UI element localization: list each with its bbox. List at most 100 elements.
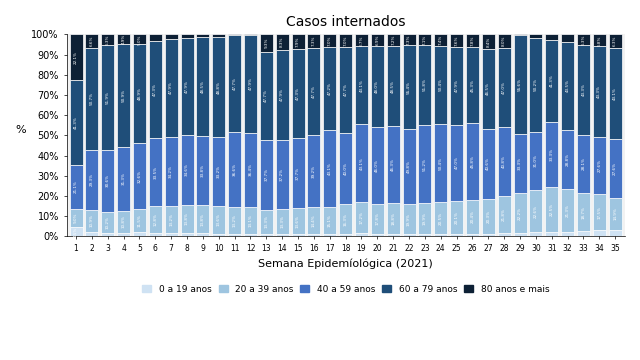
Bar: [307, 48, 321, 135]
Bar: [339, 34, 352, 47]
Bar: [403, 45, 415, 129]
Bar: [371, 34, 384, 46]
Bar: [371, 204, 384, 234]
Text: 18.7%: 18.7%: [582, 206, 586, 219]
Bar: [276, 140, 289, 209]
Bar: [260, 140, 273, 210]
Text: 50.4%: 50.4%: [439, 78, 443, 91]
Text: 33.5%: 33.5%: [154, 166, 157, 179]
Text: 32.6%: 32.6%: [138, 170, 141, 183]
Bar: [561, 130, 574, 189]
Bar: [101, 233, 115, 237]
Bar: [403, 34, 415, 45]
Bar: [609, 48, 621, 139]
Title: Casos internados: Casos internados: [286, 15, 406, 29]
Bar: [212, 206, 225, 234]
Text: 37.7%: 37.7%: [296, 167, 300, 180]
Bar: [513, 193, 527, 233]
Text: 7.4%: 7.4%: [439, 35, 443, 45]
Text: 47.2%: 47.2%: [328, 82, 332, 95]
Text: 9.3%: 9.3%: [264, 38, 268, 48]
Text: 48.9%: 48.9%: [138, 87, 141, 100]
X-axis label: Semana Epidemíológica (2021): Semana Epidemíológica (2021): [259, 258, 433, 269]
Bar: [561, 42, 574, 130]
Bar: [212, 234, 225, 237]
Bar: [149, 206, 162, 233]
Bar: [133, 233, 146, 237]
Text: 13.3%: 13.3%: [264, 215, 268, 228]
Text: 36.6%: 36.6%: [232, 163, 237, 176]
Bar: [403, 234, 415, 237]
Text: 17.5%: 17.5%: [597, 206, 602, 219]
Bar: [435, 234, 447, 237]
Bar: [498, 197, 511, 233]
Text: 48.8%: 48.8%: [217, 81, 221, 94]
Text: 46.0%: 46.0%: [375, 159, 380, 172]
Bar: [228, 35, 241, 132]
Text: 37.7%: 37.7%: [264, 168, 268, 181]
Bar: [450, 125, 463, 201]
Text: 13.8%: 13.8%: [185, 212, 189, 225]
Text: 7.2%: 7.2%: [391, 35, 395, 45]
Bar: [307, 207, 321, 234]
Bar: [292, 208, 305, 234]
Bar: [529, 233, 542, 237]
Bar: [339, 234, 352, 237]
Bar: [85, 34, 99, 48]
Bar: [482, 49, 495, 129]
Bar: [577, 231, 590, 237]
Text: 19.9%: 19.9%: [423, 212, 427, 225]
Bar: [545, 40, 558, 122]
Bar: [101, 45, 115, 150]
Text: 17.2%: 17.2%: [360, 211, 364, 224]
Bar: [577, 45, 590, 135]
Text: 49.8%: 49.8%: [407, 160, 411, 173]
Bar: [101, 150, 115, 212]
Text: 8.4%: 8.4%: [486, 36, 490, 47]
Text: 43.1%: 43.1%: [613, 87, 617, 100]
Bar: [196, 136, 209, 205]
Text: 22.6%: 22.6%: [534, 205, 538, 218]
Text: 47.7%: 47.7%: [312, 85, 316, 98]
Bar: [466, 34, 479, 48]
Bar: [577, 193, 590, 231]
Bar: [164, 206, 178, 233]
Bar: [196, 233, 209, 237]
Text: 20.3%: 20.3%: [486, 210, 490, 223]
Bar: [387, 234, 400, 237]
Text: 6.7%: 6.7%: [360, 35, 364, 46]
Bar: [323, 234, 336, 237]
Text: 22.5%: 22.5%: [550, 203, 554, 216]
Bar: [260, 34, 273, 51]
Bar: [101, 212, 115, 233]
Bar: [133, 209, 146, 233]
Bar: [609, 230, 621, 237]
Bar: [435, 46, 447, 124]
Text: 7.3%: 7.3%: [407, 35, 411, 45]
Text: 47.3%: 47.3%: [296, 87, 300, 100]
Bar: [244, 35, 257, 133]
Text: 40.6%: 40.6%: [486, 157, 490, 170]
Text: 50.9%: 50.9%: [122, 89, 125, 102]
Text: 41.3%: 41.3%: [550, 75, 554, 87]
Bar: [180, 135, 193, 205]
Bar: [149, 138, 162, 206]
Text: 47.7%: 47.7%: [232, 77, 237, 90]
Bar: [196, 34, 209, 37]
Text: 47.0%: 47.0%: [502, 81, 506, 94]
Bar: [85, 210, 99, 231]
Bar: [435, 124, 447, 202]
Bar: [577, 135, 590, 193]
Bar: [387, 34, 400, 46]
Text: 27.6%: 27.6%: [613, 162, 617, 175]
Text: 48.0%: 48.0%: [375, 80, 380, 93]
Bar: [355, 202, 368, 233]
Text: 13.2%: 13.2%: [169, 213, 173, 226]
Bar: [149, 34, 162, 41]
Text: 40.8%: 40.8%: [502, 156, 506, 168]
Bar: [355, 124, 368, 202]
Bar: [419, 34, 431, 45]
Bar: [164, 39, 178, 137]
Bar: [276, 209, 289, 234]
Bar: [498, 127, 511, 197]
